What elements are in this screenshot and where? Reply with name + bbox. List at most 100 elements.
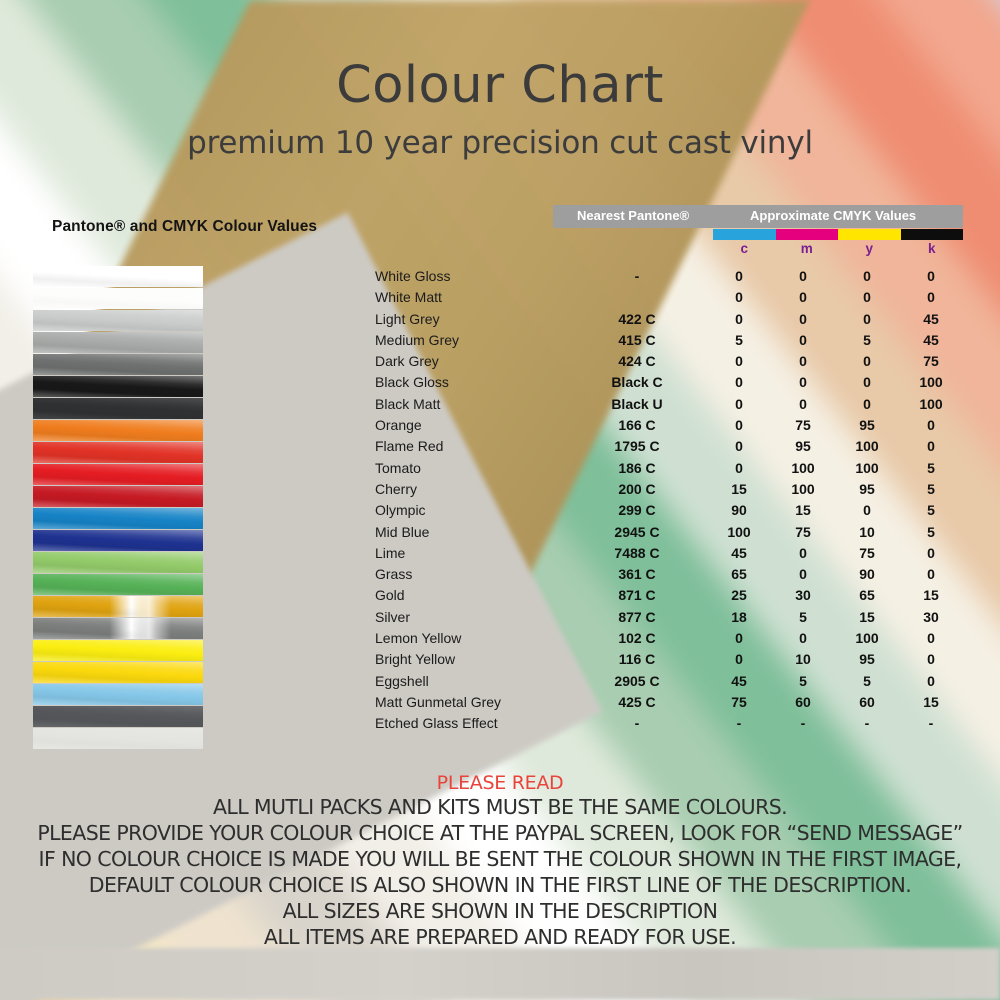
cell-colour-name: White Gloss [375,268,451,284]
cell-pantone: - [634,715,640,732]
footer-line: ALL MUTLI PACKS AND KITS MUST BE THE SAM… [212,795,788,819]
cell-yellow: 0 [863,353,871,370]
cell-pantone: 877 C [618,608,656,625]
cell-colour-name: Gold [375,587,405,604]
cell-magenta: 0 [799,374,807,391]
cell-pantone: 2945 C [614,523,660,540]
swatch-gloss-overlay [33,266,203,287]
cell-pantone: 422 C [618,310,656,327]
swatch-gloss-overlay [33,618,203,639]
cell-colour-name: Mid Blue [375,523,430,540]
colour-swatch [33,574,203,595]
cell-colour-name: White Matt [375,289,442,306]
cell-colour-name: Lime [375,544,406,561]
cell-black: 0 [927,289,935,306]
colour-swatch [33,640,203,661]
table-row: Lemon Yellow 102 C 0 0 100 0 [375,630,965,651]
cell-black: 45 [923,310,939,327]
colour-swatch [33,508,203,529]
cell-yellow: 5 [863,331,871,348]
header-approximate-cmyk-label: Approximate CMYK Values [750,208,917,223]
swatch-gloss-overlay [33,662,203,683]
cell-magenta: 0 [799,544,807,561]
cell-magenta: 0 [799,268,807,284]
cell-black: 5 [927,459,935,476]
cell-magenta: 0 [799,395,807,412]
table-row: Medium Grey 415 C 5 0 5 45 [375,332,965,353]
cell-colour-name: Lemon Yellow [375,630,462,647]
cell-yellow: 0 [863,289,871,306]
swatch-gloss-overlay [33,486,203,507]
cell-colour-name: Matt Gunmetal Grey [375,693,502,710]
table-row: Light Grey 422 C 0 0 0 45 [375,311,965,332]
cell-yellow: 0 [863,268,871,284]
magenta-bar-icon [775,229,838,240]
table-row: Lime 7488 C 45 0 75 0 [375,545,965,566]
cell-yellow: 100 [855,438,879,455]
black-bar-icon [900,229,963,240]
table-row: White Matt 0 0 0 0 [375,289,965,310]
cell-colour-name: Eggshell [375,672,429,689]
swatch-gloss-overlay [33,288,203,309]
cell-yellow: 75 [859,544,875,561]
cell-colour-name: Silver [375,608,411,625]
table-row: Grass 361 C 65 0 90 0 [375,566,965,587]
cell-black: 5 [927,502,935,519]
cell-colour-name: Medium Grey [375,331,460,348]
cell-colour-name: Cherry [375,480,418,497]
cell-colour-name: Tomato [375,459,421,476]
cell-magenta: 100 [791,480,815,497]
cell-colour-name: Grass [375,566,413,583]
cell-cyan: 0 [735,630,743,647]
table-row: Etched Glass Effect - - - - - [375,715,965,736]
footer-line: PLEASE PROVIDE YOUR COLOUR CHOICE AT THE… [37,821,963,845]
colour-swatch [33,618,203,639]
table-row: Bright Yellow 116 C 0 10 95 0 [375,651,965,672]
swatch-gloss-overlay [33,728,203,749]
page-subtitle: premium 10 year precision cut cast vinyl [187,125,813,161]
cell-cyan: 0 [735,395,743,412]
swatch-gloss-overlay [33,640,203,661]
cell-pantone: 424 C [618,353,656,370]
footer-notice: PLEASE READ ALL MUTLI PACKS AND KITS MUS… [0,772,1000,950]
colour-swatch [33,398,203,419]
cell-magenta: 5 [799,672,807,689]
cell-pantone: 200 C [618,480,656,497]
cell-colour-name: Dark Grey [375,353,439,370]
background-bottom-strip [0,948,1000,1000]
cell-yellow: 100 [855,459,879,476]
colour-swatch [33,354,203,375]
cell-yellow: 60 [859,693,875,710]
cell-black: 5 [927,523,935,540]
cell-cyan: 0 [735,374,743,391]
cell-magenta: 30 [795,587,811,604]
cell-pantone: 299 C [618,502,656,519]
cell-black: 30 [923,608,939,625]
cell-colour-name: Light Grey [375,310,440,327]
table-row: Gold 871 C 25 30 65 15 [375,587,965,608]
cell-black: 0 [927,438,935,455]
cell-cyan: 18 [731,608,747,625]
cell-cyan: 0 [735,268,743,284]
cell-black: 15 [923,587,939,604]
table-row: Olympic 299 C 90 15 0 5 [375,502,965,523]
cell-black: 0 [927,566,935,583]
cell-yellow: 0 [863,310,871,327]
swatch-sheen [126,618,171,639]
cell-yellow: 95 [859,480,875,497]
colour-swatch [33,376,203,397]
cell-cyan: 25 [731,587,747,604]
colour-swatch [33,706,203,727]
cell-pantone: 102 C [618,630,656,647]
cell-cyan: 100 [727,523,751,540]
colour-swatch [33,728,203,749]
cell-yellow: 65 [859,587,875,604]
colour-swatch [33,552,203,573]
cell-yellow: 100 [855,630,879,647]
cell-magenta: 0 [799,353,807,370]
cell-colour-name: Orange [375,417,422,434]
cell-cyan: 90 [731,502,747,519]
cell-colour-name: Black Matt [375,395,441,412]
cmyk-letter-k: k [927,241,936,256]
cell-black: 45 [923,331,939,348]
